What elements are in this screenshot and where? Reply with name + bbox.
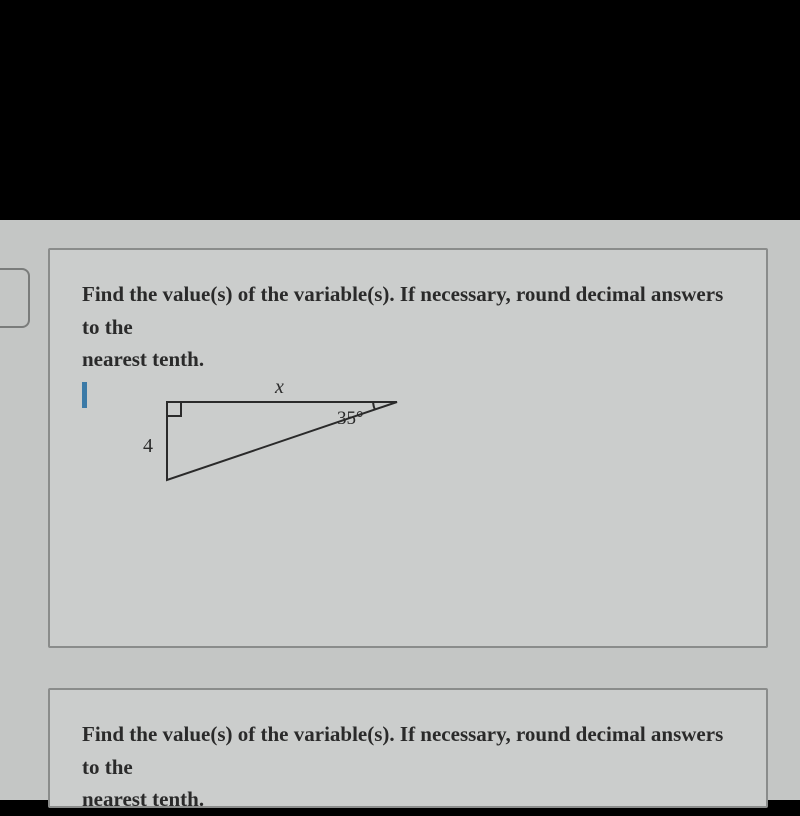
- side-tab-icon: [0, 268, 30, 328]
- question-1-line1: Find the value(s) of the variable(s). If…: [82, 282, 723, 339]
- question-2-prompt: Find the value(s) of the variable(s). If…: [82, 718, 734, 816]
- right-angle-icon: [167, 402, 181, 416]
- question-2-line2: nearest tenth.: [82, 787, 204, 811]
- vertical-leg-label: 4: [143, 435, 153, 458]
- top-leg-label: x: [275, 376, 284, 399]
- text-cursor-icon: [82, 382, 87, 408]
- question-card-1: Find the value(s) of the variable(s). If…: [48, 248, 768, 648]
- angle-label: 35°: [337, 408, 364, 429]
- angle-arc: [373, 402, 375, 410]
- triangle-diagram: 4 x 35°: [165, 400, 425, 510]
- question-card-2: Find the value(s) of the variable(s). If…: [48, 688, 768, 808]
- question-1-line2: nearest tenth.: [82, 347, 204, 371]
- question-1-prompt: Find the value(s) of the variable(s). If…: [82, 278, 734, 376]
- triangle-svg: 35°: [165, 400, 425, 510]
- question-2-line1: Find the value(s) of the variable(s). If…: [82, 722, 723, 779]
